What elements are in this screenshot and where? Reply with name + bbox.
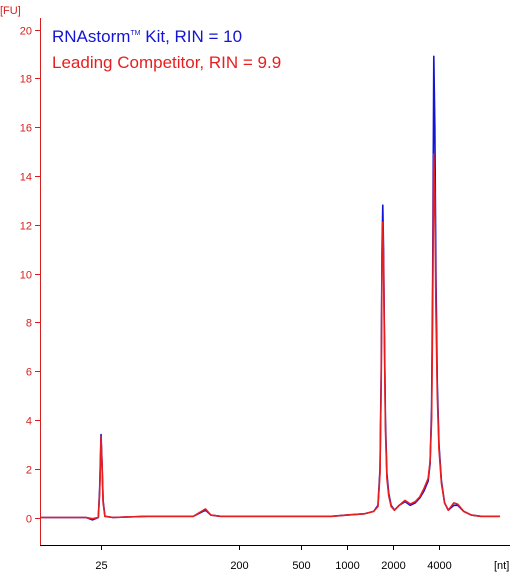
x-tick-label: 4000 <box>427 560 451 572</box>
x-tick-label: 500 <box>292 560 310 572</box>
legend-entry-text: RNAstorm <box>52 27 130 46</box>
x-tick-label: 25 <box>95 560 107 572</box>
y-tick-label: 18 <box>20 74 32 86</box>
legend-entry-0: RNAstormTM Kit, RIN = 10 <box>52 27 242 46</box>
chart-legend: RNAstormTM Kit, RIN = 10 Leading Competit… <box>52 27 281 72</box>
x-axis-ticks: 25 200 500 1000 2000 4000 <box>95 545 452 572</box>
y-axis-ticks: 0 2 4 6 8 10 12 14 16 18 20 <box>20 26 40 526</box>
y-tick-label: 2 <box>26 465 32 477</box>
series-layer <box>40 55 500 521</box>
x-axis-unit-label: [nt] <box>494 560 509 572</box>
legend-entry-suffix: Kit, RIN = 10 <box>141 27 243 46</box>
y-tick-label: 16 <box>20 123 32 135</box>
legend-trademark-sup: TM <box>130 30 140 37</box>
y-axis-unit-label: [FU] <box>0 5 21 17</box>
legend-entry-1: Leading Competitor, RIN = 9.9 <box>52 53 281 72</box>
series-line-1 <box>40 153 500 520</box>
y-tick-label: 4 <box>26 416 32 428</box>
y-tick-label: 10 <box>20 270 32 282</box>
y-tick-label: 12 <box>20 221 32 233</box>
y-tick-label: 6 <box>26 367 32 379</box>
x-tick-label: 2000 <box>381 560 405 572</box>
x-tick-label: 200 <box>230 560 248 572</box>
y-tick-label: 20 <box>20 26 32 38</box>
y-tick-label: 14 <box>20 172 32 184</box>
y-tick-label: 8 <box>26 318 32 330</box>
x-tick-label: 1000 <box>335 560 359 572</box>
legend-entry-text: Leading Competitor, RIN = 9.9 <box>52 53 281 72</box>
y-tick-label: 0 <box>26 514 32 526</box>
